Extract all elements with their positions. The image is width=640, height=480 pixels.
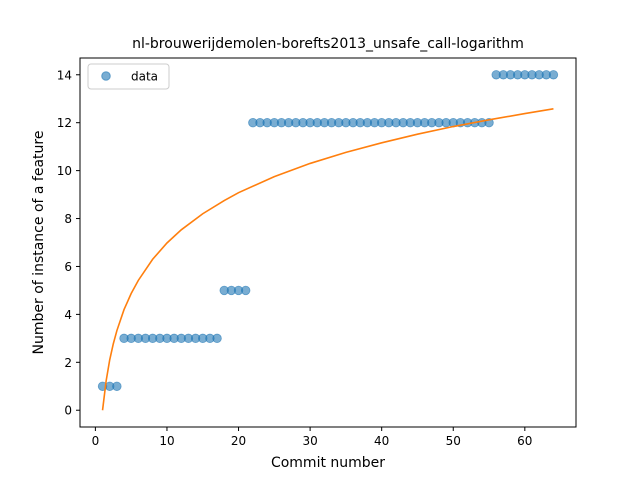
fit-line xyxy=(101,108,554,411)
x-tick-label: 60 xyxy=(517,434,532,448)
data-point xyxy=(240,285,251,296)
legend-label-data: data xyxy=(131,70,158,84)
data-point xyxy=(112,381,122,391)
chart-title: nl-brouwerijdemolen-borefts2013_unsafe_c… xyxy=(132,36,524,52)
y-tick-label: 10 xyxy=(57,164,72,178)
y-tick-label: 4 xyxy=(64,308,72,322)
x-axis-ticks: 0 10 20 30 40 50 60 xyxy=(92,427,532,448)
y-tick-label: 12 xyxy=(57,116,72,130)
y-axis-ticks: 0 2 4 6 8 10 12 14 xyxy=(57,68,80,418)
x-tick-label: 30 xyxy=(302,434,317,448)
x-tick-label: 50 xyxy=(446,434,461,448)
y-axis-label: Number of instance of a feature xyxy=(31,131,47,355)
data-point xyxy=(548,70,559,80)
legend-marker-data xyxy=(101,71,111,81)
y-tick-label: 0 xyxy=(64,404,72,418)
y-tick-label: 2 xyxy=(64,356,72,370)
x-tick-label: 20 xyxy=(231,434,246,448)
plot-area xyxy=(79,57,577,428)
x-tick-label: 0 xyxy=(92,434,100,448)
axes-frame xyxy=(79,57,577,428)
y-tick-label: 8 xyxy=(64,212,72,226)
y-tick-label: 6 xyxy=(64,260,72,274)
x-axis-label: Commit number xyxy=(271,455,385,471)
y-tick-label: 14 xyxy=(57,68,72,82)
legend: data xyxy=(87,63,170,90)
x-tick-label: 40 xyxy=(374,434,389,448)
data-point xyxy=(212,333,222,344)
legend-box xyxy=(87,63,170,90)
x-tick-label: 10 xyxy=(159,434,174,448)
